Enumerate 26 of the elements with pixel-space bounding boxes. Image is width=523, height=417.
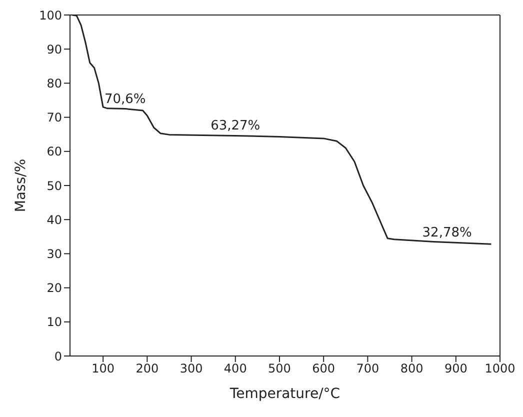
x-tick-label: 100 bbox=[92, 362, 115, 376]
y-tick-label: 50 bbox=[46, 178, 62, 193]
x-tick-label: 1000 bbox=[484, 362, 516, 376]
y-tick-label: 30 bbox=[46, 246, 62, 261]
y-tick-label: 60 bbox=[46, 144, 62, 159]
y-tick-label: 100 bbox=[39, 8, 62, 22]
y-tick-label: 90 bbox=[46, 42, 62, 56]
annotation: 32,78% bbox=[422, 225, 472, 240]
y-tick-label: 20 bbox=[46, 281, 62, 296]
y-tick-label: 70 bbox=[46, 110, 62, 125]
y-tick-label: 0 bbox=[54, 349, 62, 364]
y-axis-title: Mass/% bbox=[12, 158, 29, 212]
y-tick-label: 80 bbox=[46, 76, 62, 90]
x-tick-label: 900 bbox=[444, 362, 468, 376]
x-tick-label: 700 bbox=[356, 362, 380, 376]
annotation: 70,6% bbox=[104, 92, 146, 107]
x-tick-label: 300 bbox=[180, 362, 203, 376]
x-tick-label: 600 bbox=[312, 362, 336, 376]
y-tick-label: 40 bbox=[46, 212, 62, 227]
annotation: 63,27% bbox=[210, 118, 260, 134]
x-tick-label: 400 bbox=[224, 362, 247, 376]
x-axis-title: Temperature/°C bbox=[228, 386, 340, 402]
x-tick-label: 200 bbox=[136, 362, 159, 376]
x-tick-label: 500 bbox=[268, 362, 291, 376]
x-tick-label: 800 bbox=[400, 362, 424, 376]
y-tick-label: 10 bbox=[46, 315, 62, 330]
